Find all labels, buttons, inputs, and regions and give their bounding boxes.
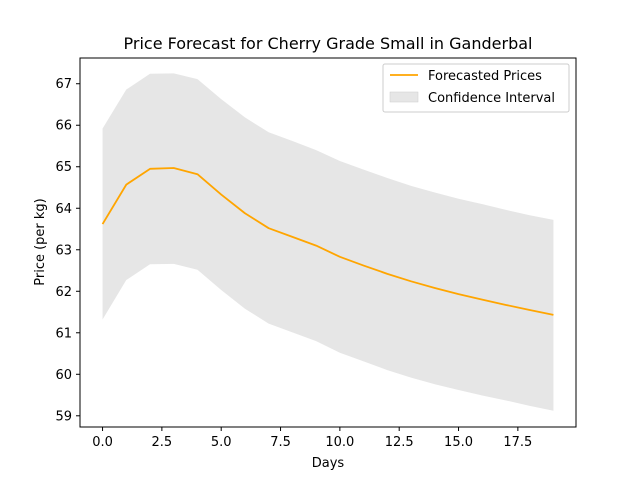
y-axis: 59 60 61 62 63 64 65 66 67 bbox=[55, 77, 80, 424]
confidence-interval-band bbox=[102, 73, 554, 411]
legend-box bbox=[382, 63, 570, 113]
x-tick-label: 5.0 bbox=[211, 435, 232, 450]
plot-frame bbox=[79, 57, 577, 428]
x-tick-label: 7.5 bbox=[270, 435, 291, 450]
y-tick-label: 65 bbox=[55, 160, 72, 175]
plot-area bbox=[101, 73, 554, 411]
x-axis: 0.0 2.5 5.0 7.5 10.0 12.5 15.0 17.5 bbox=[92, 427, 532, 450]
forecast-line-series-0 bbox=[101, 167, 554, 316]
x-tick-label: 15.0 bbox=[444, 435, 473, 450]
y-tick-label: 62 bbox=[55, 285, 72, 300]
y-tick-label: 66 bbox=[55, 119, 72, 134]
x-tick-label: 12.5 bbox=[385, 435, 414, 450]
x-tick-label: 2.5 bbox=[152, 435, 173, 450]
legend-band-swatch bbox=[389, 91, 419, 103]
y-tick-label: 61 bbox=[55, 326, 72, 341]
legend-label-forecast: Forecasted Prices bbox=[428, 69, 542, 84]
y-tick-label: 60 bbox=[55, 368, 72, 383]
y-tick-label: 64 bbox=[55, 202, 72, 217]
x-tick-label: 10.0 bbox=[325, 435, 354, 450]
y-tick-label: 59 bbox=[55, 409, 72, 424]
x-tick-label: 17.5 bbox=[503, 435, 532, 450]
legend: Forecasted Prices Confidence Interval bbox=[382, 63, 570, 113]
chart-title: Price Forecast for Cherry Grade Small in… bbox=[124, 34, 533, 53]
y-axis-label: Price (per kg) bbox=[33, 198, 48, 286]
x-axis-label: Days bbox=[312, 456, 345, 471]
y-tick-label: 63 bbox=[55, 243, 72, 258]
legend-label-confidence: Confidence Interval bbox=[428, 91, 555, 106]
y-tick-label: 67 bbox=[55, 77, 72, 92]
x-tick-label: 0.0 bbox=[92, 435, 113, 450]
